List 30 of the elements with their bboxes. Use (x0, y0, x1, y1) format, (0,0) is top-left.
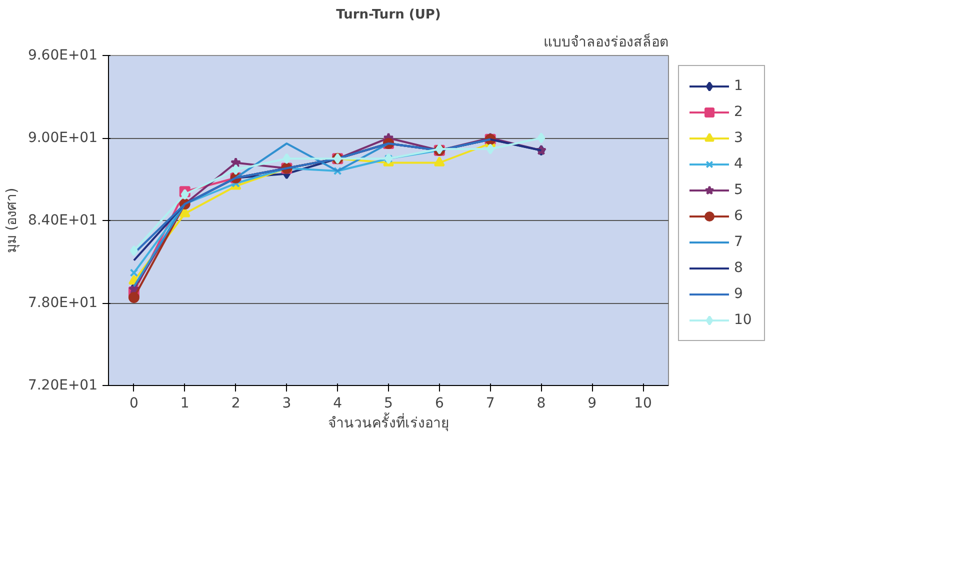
legend-label: 6 (734, 208, 744, 224)
y-tick-label: 7.80E+01 (28, 295, 98, 311)
x-tick-label: 7 (486, 396, 495, 412)
y-tick-label: 7.20E+01 (28, 378, 98, 394)
legend-label: 3 (734, 130, 744, 146)
x-tick-label: 3 (282, 396, 292, 412)
legend-label: 5 (734, 182, 744, 198)
legend-label: 4 (734, 156, 744, 172)
x-tick-label: 8 (536, 396, 546, 412)
legend-label: 1 (734, 78, 744, 94)
legend-title: แบบจำลองร่องสล็อต (544, 32, 668, 50)
x-tick-label: 1 (180, 396, 190, 412)
y-tick-label: 9.60E+01 (28, 48, 98, 64)
x-tick-label: 9 (588, 396, 597, 412)
legend-label: 8 (734, 260, 744, 276)
x-tick-label: 6 (434, 396, 444, 412)
x-tick-label: 10 (634, 396, 652, 412)
x-tick-label: 2 (231, 396, 240, 412)
x-axis-title: จำนวนครั้งที่เร่งอายุ (328, 412, 449, 432)
y-tick-label: 9.00E+01 (28, 130, 98, 146)
y-axis-title: มุม (องศา) (4, 188, 20, 254)
legend-label: 9 (734, 286, 744, 302)
chart-title: Turn-Turn (UP) (336, 8, 441, 22)
y-tick-label: 8.40E+01 (28, 212, 98, 228)
x-tick-label: 5 (384, 396, 393, 412)
legend-label: 7 (734, 234, 744, 250)
x-tick-label: 0 (130, 396, 138, 412)
legend-label: 2 (734, 104, 744, 120)
x-tick-label: 4 (333, 396, 342, 412)
legend-label: 10 (734, 312, 753, 328)
